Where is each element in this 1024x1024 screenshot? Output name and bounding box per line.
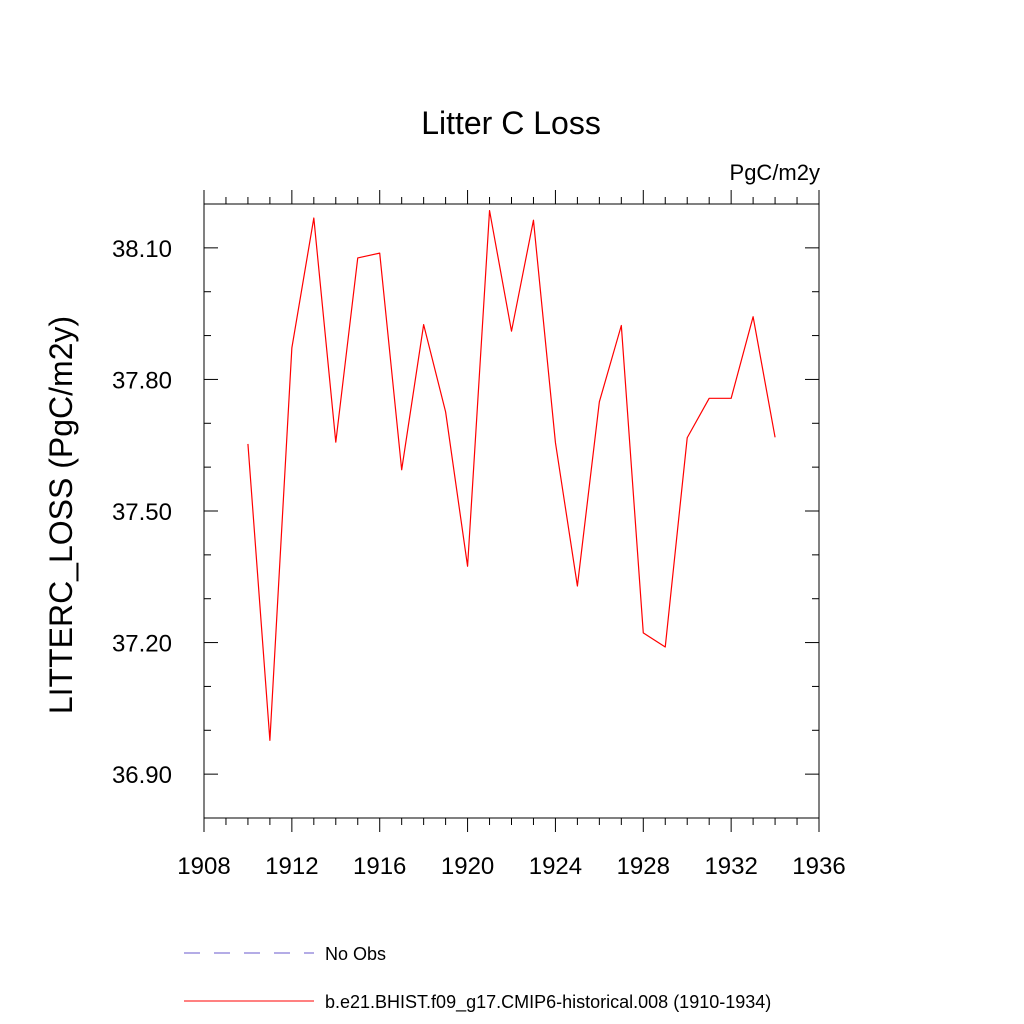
y-tick-label: 36.90 [112,762,172,789]
legend-label-no-obs: No Obs [325,944,386,964]
plot-frame [203,203,820,819]
y-tick-label: 37.20 [112,631,172,658]
x-tick-label: 1916 [353,853,406,880]
series-layer [247,209,776,741]
legend: No Obs b.e21.BHIST.f09_g17.CMIP6-histori… [184,944,771,1013]
legend-label-model: b.e21.BHIST.f09_g17.CMIP6-historical.008… [325,992,771,1013]
x-tick-label: 1936 [792,853,845,880]
y-axis: 36.90 37.20 37.50 37.80 38.10 [112,203,819,819]
x-tick-label: 1928 [617,853,670,880]
x-tick-label: 1932 [704,853,757,880]
x-tick-label: 1912 [265,853,318,880]
x-axis: 1908 1912 1916 1920 1924 1928 1932 1936 [177,190,846,880]
y-tick-label: 38.10 [112,236,172,263]
x-tick-label: 1908 [177,853,230,880]
series-line [247,209,776,741]
chart-title: Litter C Loss [421,105,601,141]
x-tick-label: 1920 [441,853,494,880]
x-tick-label: 1924 [529,853,582,880]
y-tick-label: 37.50 [112,499,172,526]
units-label: PgC/m2y [730,160,820,185]
y-tick-label: 37.80 [112,367,172,394]
y-axis-label: LITTERC_LOSS (PgC/m2y) [43,316,79,714]
